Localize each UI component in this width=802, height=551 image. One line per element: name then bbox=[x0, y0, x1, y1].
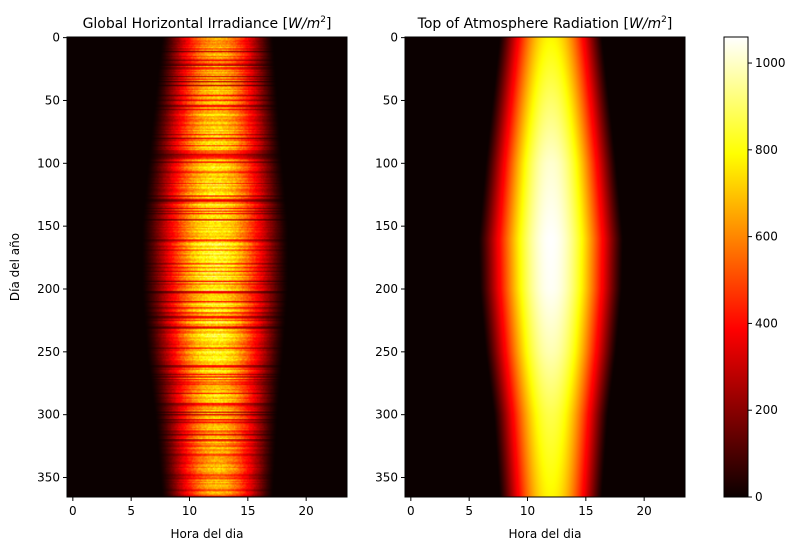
toa-heatmap-image bbox=[405, 37, 685, 497]
x-tick-label: 15 bbox=[578, 504, 593, 518]
y-tick-label: 250 bbox=[37, 345, 60, 359]
ghi-x-axis-label: Hora del dia bbox=[171, 527, 244, 541]
x-tick-label: 15 bbox=[240, 504, 255, 518]
y-tick-label: 350 bbox=[375, 471, 398, 485]
colorbar-tick-label: 400 bbox=[755, 316, 778, 330]
colorbar-tick-label: 200 bbox=[755, 403, 778, 417]
colorbar-tick-label: 0 bbox=[755, 490, 763, 504]
x-tick-label: 5 bbox=[127, 504, 135, 518]
y-tick-label: 200 bbox=[375, 282, 398, 296]
y-tick-label: 150 bbox=[37, 219, 60, 233]
colorbar-tick-label: 600 bbox=[755, 230, 778, 244]
toa-axes-frame bbox=[404, 36, 686, 498]
y-tick-label: 100 bbox=[37, 156, 60, 170]
ghi-y-axis-label: Día del año bbox=[8, 233, 22, 301]
colorbar-tick-label: 800 bbox=[755, 143, 778, 157]
panel-ghi-title: Global Horizontal Irradiance [W/m2] bbox=[83, 15, 332, 32]
y-tick-label: 50 bbox=[45, 93, 60, 107]
colorbar-tick-label: 1000 bbox=[755, 56, 786, 70]
panel-toa: Top of Atmosphere Radiation [W/m2] 0 5 10 1… bbox=[375, 15, 686, 541]
y-tick-label: 100 bbox=[375, 156, 398, 170]
y-tick-label: 0 bbox=[390, 31, 398, 45]
panel-ghi: Global Horizontal Irradiance [W/m2] 0 5 10… bbox=[8, 15, 348, 541]
x-tick-label: 10 bbox=[520, 504, 535, 518]
y-tick-label: 50 bbox=[383, 93, 398, 107]
x-tick-label: 0 bbox=[69, 504, 77, 518]
ghi-y-ticks: 0 50 100 150 200 250 300 350 bbox=[37, 31, 67, 485]
toa-y-ticks: 0 50 100 150 200 250 300 350 bbox=[375, 31, 405, 485]
ghi-x-ticks: 0 5 10 15 20 bbox=[69, 497, 314, 518]
y-tick-label: 350 bbox=[37, 471, 60, 485]
toa-x-ticks: 0 5 10 15 20 bbox=[407, 497, 652, 518]
y-tick-label: 200 bbox=[37, 282, 60, 296]
y-tick-label: 300 bbox=[37, 408, 60, 422]
ghi-axes-frame bbox=[66, 36, 348, 498]
x-tick-label: 10 bbox=[182, 504, 197, 518]
y-tick-label: 150 bbox=[375, 219, 398, 233]
x-tick-label: 5 bbox=[465, 504, 473, 518]
x-tick-label: 0 bbox=[407, 504, 415, 518]
ghi-heatmap-image bbox=[67, 37, 347, 497]
colorbar: 0 200 400 600 800 1000 bbox=[723, 36, 786, 504]
x-tick-label: 20 bbox=[637, 504, 652, 518]
toa-x-axis-label: Hora del dia bbox=[509, 527, 582, 541]
y-tick-label: 300 bbox=[375, 408, 398, 422]
y-tick-label: 0 bbox=[52, 31, 60, 45]
colorbar-gradient bbox=[723, 36, 749, 498]
panel-toa-title: Top of Atmosphere Radiation [W/m2] bbox=[417, 15, 673, 32]
colorbar-ticks: 0 200 400 600 800 1000 bbox=[748, 56, 786, 504]
y-tick-label: 250 bbox=[375, 345, 398, 359]
x-tick-label: 20 bbox=[299, 504, 314, 518]
